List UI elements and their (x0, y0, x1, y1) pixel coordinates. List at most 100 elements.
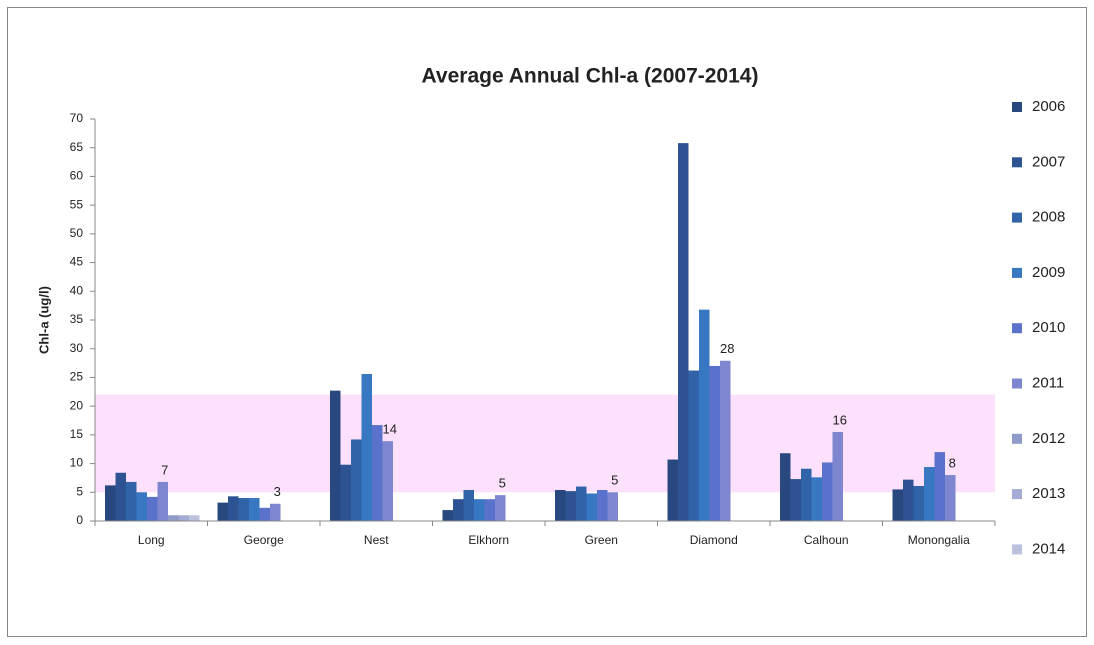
bar (924, 467, 935, 521)
bar (678, 143, 689, 521)
y-tick-label: 35 (70, 312, 84, 326)
legend-swatch (1012, 544, 1022, 555)
y-tick-label: 25 (70, 370, 84, 384)
data-label: 5 (499, 476, 506, 491)
x-tick-label: Monongalia (908, 533, 970, 547)
y-tick-label: 55 (70, 197, 84, 211)
x-tick-label: Calhoun (804, 533, 849, 547)
data-label: 8 (949, 455, 956, 470)
bar (270, 503, 281, 521)
bar (259, 507, 270, 521)
data-label: 28 (720, 341, 734, 356)
bar (832, 431, 843, 521)
legend-swatch (1012, 212, 1022, 223)
y-tick-label: 40 (70, 283, 84, 297)
chart-frame (7, 7, 1087, 637)
x-tick-label: Elkhorn (468, 533, 509, 547)
bar (217, 502, 228, 521)
bar (495, 495, 506, 521)
bar (474, 499, 485, 521)
bar (249, 498, 260, 521)
bar (720, 360, 731, 521)
legend-label: 2013 (1032, 485, 1065, 502)
bar (790, 479, 801, 521)
y-tick-label: 65 (70, 140, 84, 154)
legend-label: 2007 (1032, 153, 1065, 170)
bar (709, 365, 720, 521)
data-label: 3 (274, 484, 281, 499)
data-label: 5 (611, 473, 618, 488)
bar (688, 370, 699, 521)
bar (168, 515, 179, 521)
bar (351, 439, 362, 521)
bar (555, 489, 566, 521)
legend-label: 2008 (1032, 209, 1065, 226)
x-tick-label: George (244, 533, 284, 547)
bar (801, 468, 812, 521)
bar (934, 452, 945, 521)
y-tick-label: 70 (70, 111, 84, 125)
legend-label: 2006 (1032, 98, 1065, 115)
data-label: 14 (383, 422, 397, 437)
bar (157, 481, 168, 521)
data-label: 7 (161, 462, 168, 477)
legend-swatch (1012, 157, 1022, 168)
target-band (95, 394, 995, 493)
bar (442, 510, 453, 521)
bar (484, 499, 495, 521)
legend-label: 2011 (1032, 374, 1064, 391)
bar (115, 472, 126, 521)
bar (780, 453, 791, 521)
bar (105, 485, 116, 521)
y-tick-label: 15 (70, 427, 84, 441)
bar (228, 496, 239, 521)
y-tick-label: 0 (76, 513, 83, 527)
legend-swatch (1012, 489, 1022, 500)
bar (945, 475, 956, 521)
x-tick-label: Diamond (690, 533, 738, 547)
bar (597, 489, 608, 521)
bar (892, 489, 903, 521)
y-tick-label: 60 (70, 169, 84, 183)
legend-swatch (1012, 323, 1022, 334)
x-tick-label: Green (585, 533, 618, 547)
bar (811, 477, 822, 521)
bar (126, 481, 137, 521)
y-tick-label: 20 (70, 398, 84, 412)
bar (822, 462, 833, 521)
chart-title: Average Annual Chl-a (2007-2014) (422, 65, 759, 88)
y-axis-label: Chl-a (ug/l) (36, 286, 51, 354)
y-tick-label: 5 (76, 484, 83, 498)
bar (178, 515, 189, 521)
y-tick-label: 50 (70, 226, 84, 240)
bar (361, 373, 372, 521)
x-tick-label: Nest (364, 533, 389, 547)
x-tick-label: Long (138, 533, 165, 547)
y-tick-label: 30 (70, 341, 84, 355)
bar (238, 498, 249, 521)
y-tick-label: 10 (70, 456, 84, 470)
bar (330, 390, 341, 521)
data-label: 16 (833, 412, 847, 427)
legend-swatch (1012, 102, 1022, 112)
bar (463, 489, 474, 521)
bar (565, 491, 576, 521)
bar (903, 479, 914, 521)
bar (189, 515, 200, 521)
bar (372, 425, 383, 521)
y-tick-label: 45 (70, 255, 84, 269)
legend-swatch (1012, 433, 1022, 444)
bar (667, 459, 678, 521)
bar (136, 492, 147, 521)
legend-label: 2012 (1032, 430, 1065, 447)
bar (453, 499, 464, 521)
bar (913, 485, 924, 521)
bar (607, 492, 618, 521)
legend-label: 2010 (1032, 319, 1065, 336)
legend-swatch (1012, 267, 1022, 278)
bar (147, 496, 158, 521)
bar (586, 493, 597, 521)
bar (340, 464, 351, 521)
legend-swatch (1012, 378, 1022, 389)
